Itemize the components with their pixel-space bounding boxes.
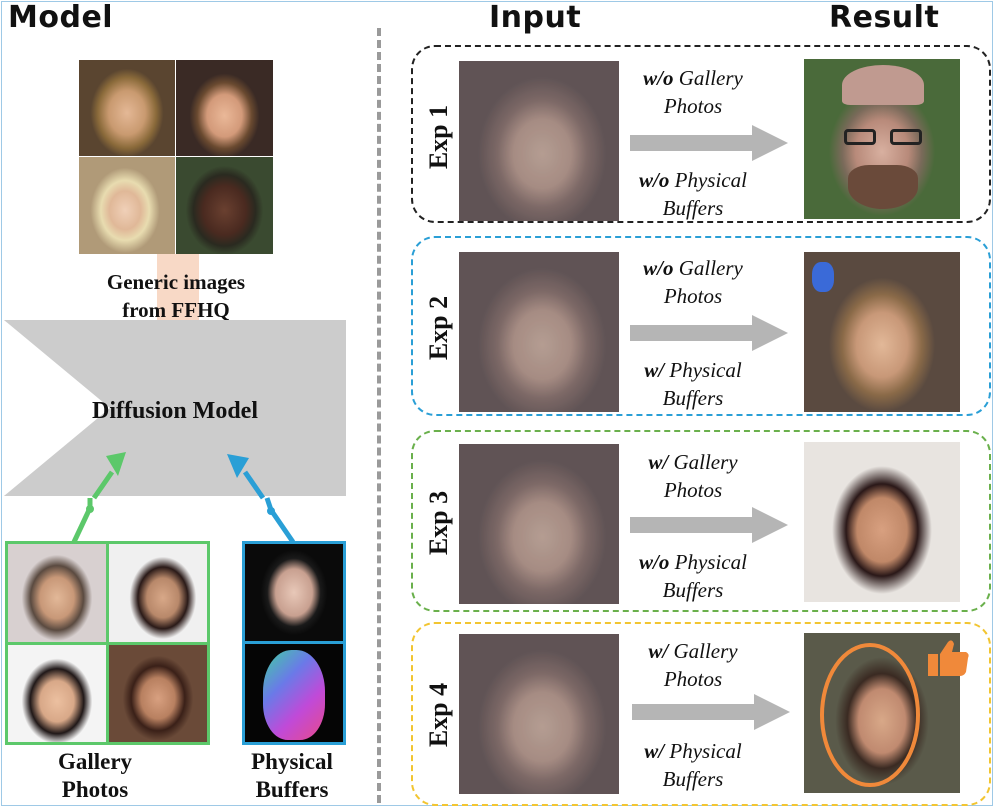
gallery-photo-4 bbox=[109, 645, 207, 742]
exp-3-gallery-condition: w/ Gallery Photos bbox=[598, 448, 788, 504]
exp-2-input-image bbox=[459, 252, 619, 412]
exp-3-gallery-prefix: w/ bbox=[648, 450, 668, 474]
buffer-normal-map bbox=[245, 644, 343, 742]
exp-3-gallery-text: Gallery bbox=[673, 450, 737, 474]
gallery-photos-grid bbox=[5, 541, 210, 745]
exp-4-input-image bbox=[459, 634, 619, 794]
exp-4-arrow bbox=[632, 694, 792, 730]
exp-2-buffer-line2: Buffers bbox=[663, 386, 724, 410]
exp-1-gallery-text: Gallery bbox=[679, 66, 743, 90]
result-header: Result bbox=[829, 0, 939, 35]
exp-2-gallery-prefix: w/o bbox=[643, 256, 673, 280]
gallery-photo-3 bbox=[8, 645, 106, 742]
exp-4-label: Exp 4 bbox=[424, 655, 454, 775]
physical-buffers-stack bbox=[242, 541, 346, 745]
exp-3-buffer-condition: w/o Physical Buffers bbox=[598, 548, 788, 604]
ffhq-face-1 bbox=[79, 60, 175, 156]
exp-3-gallery-line2: Photos bbox=[664, 478, 722, 502]
exp-4-buffer-condition: w/ Physical Buffers bbox=[598, 737, 788, 793]
exp-3-arrow bbox=[630, 507, 790, 543]
exp-3-label: Exp 3 bbox=[424, 463, 454, 583]
exp-1-arrow bbox=[630, 125, 790, 161]
exp-4-gallery-text: Gallery bbox=[673, 639, 737, 663]
exp-2-arrow bbox=[630, 315, 790, 351]
exp-1-input-image bbox=[459, 61, 619, 221]
exp-1-gallery-condition: w/o Gallery Photos bbox=[598, 64, 788, 120]
exp-3-buffer-line2: Buffers bbox=[663, 578, 724, 602]
exp-4-gallery-prefix: w/ bbox=[648, 639, 668, 663]
exp-3-buffer-prefix: w/o bbox=[639, 550, 669, 574]
exp-1-gallery-prefix: w/o bbox=[643, 66, 673, 90]
buffers-caption-line1: Physical bbox=[222, 749, 362, 775]
input-header: Input bbox=[489, 0, 581, 35]
exp-1-gallery-line2: Photos bbox=[664, 94, 722, 118]
exp-1-buffer-text: Physical bbox=[675, 168, 747, 192]
ffhq-grid bbox=[79, 60, 273, 254]
exp-2-result-image bbox=[804, 252, 960, 412]
exp-2-gallery-line2: Photos bbox=[664, 284, 722, 308]
gallery-caption-line2: Photos bbox=[30, 777, 160, 803]
exp-4-buffer-text: Physical bbox=[669, 739, 741, 763]
ffhq-face-4 bbox=[176, 157, 273, 254]
buffer-albedo-render bbox=[245, 544, 343, 641]
exp-4-buffer-line2: Buffers bbox=[663, 767, 724, 791]
exp-2-gallery-text: Gallery bbox=[679, 256, 743, 280]
exp-2-label: Exp 2 bbox=[424, 268, 454, 388]
ffhq-face-2 bbox=[176, 60, 273, 156]
thumbs-up-icon bbox=[926, 638, 970, 678]
ffhq-caption-line1: Generic images bbox=[70, 270, 282, 295]
gallery-arrow bbox=[60, 448, 140, 548]
diffusion-model-label: Diffusion Model bbox=[40, 398, 310, 425]
exp-2-buffer-condition: w/ Physical Buffers bbox=[598, 356, 788, 412]
panel-divider bbox=[377, 28, 381, 803]
gallery-photo-2 bbox=[109, 544, 207, 642]
exp-4-gallery-condition: w/ Gallery Photos bbox=[598, 637, 788, 693]
exp-2-buffer-text: Physical bbox=[669, 358, 741, 382]
model-header: Model bbox=[8, 0, 113, 35]
exp-3-buffer-text: Physical bbox=[675, 550, 747, 574]
exp-4-buffer-prefix: w/ bbox=[644, 739, 664, 763]
gallery-caption-line1: Gallery bbox=[30, 749, 160, 775]
ffhq-face-3 bbox=[79, 157, 175, 254]
exp-3-input-image bbox=[459, 444, 619, 604]
buffers-arrow bbox=[215, 448, 305, 548]
gallery-photo-1 bbox=[8, 544, 106, 642]
exp-1-buffer-prefix: w/o bbox=[639, 168, 669, 192]
exp-2-gallery-condition: w/o Gallery Photos bbox=[598, 254, 788, 310]
exp-1-buffer-condition: w/o Physical Buffers bbox=[598, 166, 788, 222]
exp-1-buffer-line2: Buffers bbox=[663, 196, 724, 220]
exp-2-buffer-prefix: w/ bbox=[644, 358, 664, 382]
buffers-caption-line2: Buffers bbox=[222, 777, 362, 803]
exp-1-label: Exp 1 bbox=[424, 77, 454, 197]
exp-3-result-image bbox=[804, 442, 960, 602]
exp-1-result-image bbox=[804, 59, 960, 219]
exp-4-gallery-line2: Photos bbox=[664, 667, 722, 691]
